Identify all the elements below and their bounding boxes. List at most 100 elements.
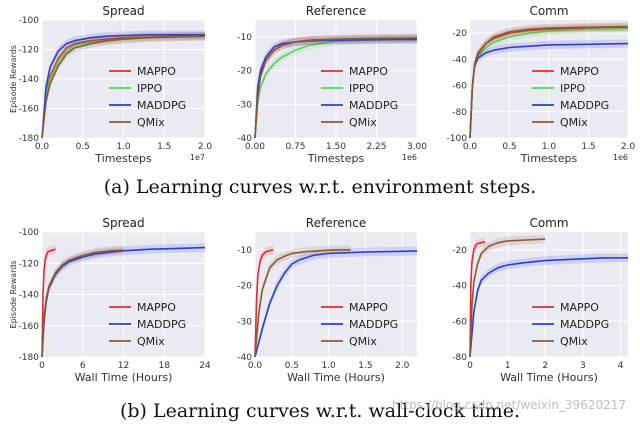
chart-3-series-qmix (469, 25, 629, 139)
chart-5-x-tick-label: 1.0 (321, 361, 336, 371)
chart-5-x-tick-label: 1.5 (358, 361, 372, 371)
caption-bottom: (b) Learning curves w.r.t. wall-clock ti… (119, 400, 521, 422)
chart-3-y-tick-label: -40 (452, 55, 467, 65)
chart-6-y-tick-label: -60 (452, 317, 467, 327)
chart-5-legend-label: QMix (349, 335, 377, 348)
chart-3-y-tick-label: -20 (452, 29, 467, 39)
chart-4-legend-label: QMix (137, 335, 165, 348)
chart-5-series-qmix (254, 249, 351, 358)
chart-4-legend-label: MAPPO (137, 301, 176, 314)
chart-5-legend-label: MADDPG (349, 318, 398, 331)
chart-5: 0.0 0.5 1.0 1.5 2.0 -40 -30 -20 -10 MAPPO MADDPG QM… (237, 216, 418, 384)
chart-6-legend-label: MADDPG (560, 318, 609, 331)
chart-6-legend-label: MAPPO (560, 301, 599, 314)
chart-2-legend-label: IPPO (349, 82, 375, 95)
chart-6-y-tick-label: -20 (452, 246, 467, 256)
chart-2-series-qmix (254, 37, 418, 139)
chart-1-title: Spread (102, 4, 144, 18)
chart-2-legend-label: MAPPO (349, 65, 388, 78)
chart-5-x-tick-label: 0.0 (248, 361, 263, 371)
chart-3-x-tick-label: 0.0 (463, 142, 478, 152)
chart-3-y-tick-label: -80 (452, 108, 467, 118)
chart-2-xlabel: Timesteps (307, 152, 365, 165)
chart-1-y-tick-label: -160 (19, 105, 40, 115)
chart-1-legend-label: QMix (137, 116, 165, 129)
chart-3-xlabel: Timesteps (520, 152, 578, 165)
chart-2-legend-label: MADDPG (349, 99, 398, 112)
chart-1-x-tick-label: 1.0 (116, 142, 131, 152)
chart-6-x-tick-label: 1 (505, 361, 511, 371)
chart-4-series-qmix (41, 249, 124, 358)
chart-2: 0.00 0.75 1.50 2.25 3.00 -40 -30 -20 -10 MAPPO IPP… (237, 4, 427, 165)
chart-3-x-tick-label: 0.5 (502, 142, 516, 152)
chart-2-title: Reference (306, 4, 366, 18)
chart-2-x-tick-label: 2.25 (366, 142, 386, 152)
chart-6-title: Comm (529, 216, 568, 230)
chart-4-series-mappo (41, 248, 56, 358)
chart-3-x-tick-label: 1.5 (581, 142, 595, 152)
chart-1-y-tick-label: -100 (19, 16, 40, 26)
chart-2-y-tick-label: -10 (237, 33, 252, 43)
chart-5-y-tick-label: -30 (237, 317, 252, 327)
chart-2-y-tick-label: -40 (237, 134, 252, 144)
chart-6-series-qmix (469, 238, 546, 358)
chart-5-title: Reference (306, 216, 366, 230)
caption-top: (a) Learning curves w.r.t. environment s… (103, 176, 537, 198)
chart-3-legend-label: QMix (560, 116, 588, 129)
chart-3-title: Comm (529, 4, 568, 18)
chart-2-x-tick-label: 0.00 (245, 142, 265, 152)
chart-6-series-maddpg (469, 257, 628, 358)
chart-3-band-maddpg (470, 39, 628, 138)
chart-1-x-tick-label: 2.0 (198, 142, 213, 152)
chart-5-x-tick-label: 2.0 (395, 361, 410, 371)
chart-1-y-tick-label: -180 (19, 134, 40, 144)
chart-4: 0 6 12 18 24 -180 -160 -140 -120 -100 MAPPO MADDPG Q… (9, 216, 211, 384)
chart-2-x-tick-label: 3.00 (407, 142, 427, 152)
chart-4-y-tick-label: -180 (19, 353, 40, 363)
chart-6-x-tick-label: 2 (542, 361, 548, 371)
chart-1-series-qmix (41, 35, 206, 139)
chart-6-series-mappo (469, 241, 486, 358)
chart-5-y-tick-label: -40 (237, 353, 252, 363)
chart-1-y-tick-label: -120 (19, 46, 40, 56)
chart-6-xlabel: Wall Time (Hours) (500, 371, 598, 384)
chart-4-legend-label: MADDPG (137, 318, 186, 331)
chart-5-legend-label: MAPPO (349, 301, 388, 314)
chart-5-y-tick-label: -10 (237, 246, 252, 256)
chart-1-xlabel: Timesteps (94, 152, 152, 165)
chart-2-legend-label: QMix (349, 116, 377, 129)
chart-3-x-tick-label: 1.0 (542, 142, 557, 152)
chart-6-x-tick-label: 4 (618, 361, 624, 371)
chart-1-y-tick-label: -140 (19, 75, 40, 85)
chart-1-ylabel: Episode Rewards (9, 45, 18, 113)
chart-3-legend-label: MAPPO (560, 65, 599, 78)
chart-1-legend-label: MAPPO (137, 65, 176, 78)
chart-4-y-tick-label: -120 (19, 259, 40, 269)
chart-2-y-tick-label: -20 (237, 67, 252, 77)
chart-1-x-tick-label: 0.5 (76, 142, 90, 152)
chart-4-x-tick-label: 12 (118, 361, 129, 371)
chart-3-legend-label: IPPO (560, 82, 586, 95)
chart-4-xlabel: Wall Time (Hours) (75, 371, 173, 384)
chart-4-x-tick-label: 6 (80, 361, 86, 371)
chart-3-x-multiplier: 1e6 (613, 153, 628, 162)
chart-4-title: Spread (102, 216, 144, 230)
watermark: https://blog.csdn.net/weixin_39620217 (391, 398, 626, 412)
chart-6-y-tick-label: -80 (452, 353, 467, 363)
chart-6-x-tick-label: 3 (580, 361, 586, 371)
chart-5-series-maddpg (254, 250, 418, 358)
chart-2-x-tick-label: 1.50 (326, 142, 346, 152)
chart-4-y-tick-label: -140 (19, 291, 40, 301)
chart-1-series-maddpg (41, 34, 205, 139)
chart-6-legend-label: QMix (560, 335, 588, 348)
chart-3-y-tick-label: -100 (447, 134, 468, 144)
chart-5-xlabel: Wall Time (Hours) (287, 371, 385, 384)
chart-3-y-tick-label: -60 (452, 82, 467, 92)
chart-4-y-tick-label: -160 (19, 322, 40, 332)
chart-1-x-tick-label: 1.5 (157, 142, 171, 152)
chart-2-y-tick-label: -30 (237, 100, 252, 110)
chart-1-x-multiplier: 1e7 (190, 153, 205, 162)
chart-6-plot-area (470, 232, 628, 357)
chart-3-legend-label: MADDPG (560, 99, 609, 112)
